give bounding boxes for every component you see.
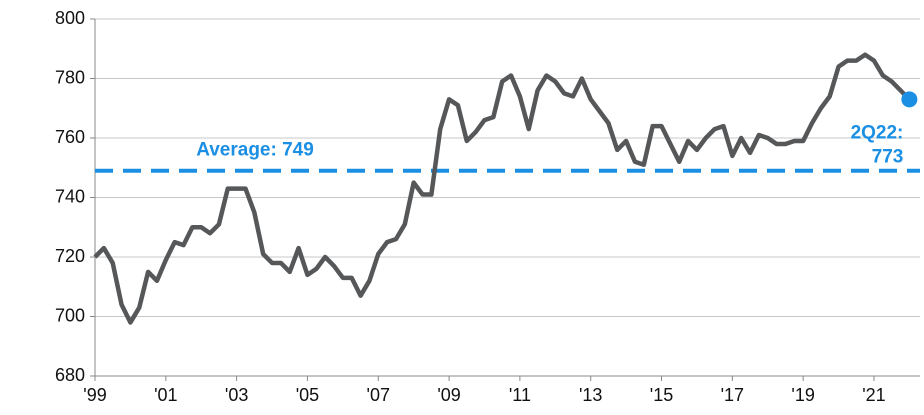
y-tick-label: 700 [55,305,85,325]
x-tick-label: '07 [367,385,390,405]
y-tick-label: 800 [55,8,85,28]
line-series [93,52,911,325]
last-point-label: 773 [872,146,904,167]
x-tick-label: '11 [509,385,531,405]
x-tick-label: '05 [296,385,319,405]
x-tick-label: '19 [791,385,814,405]
last-point [901,91,918,108]
y-tick-label: 720 [55,246,85,266]
y-tick-label: 780 [55,67,85,87]
y-tick-label: 760 [55,127,85,147]
x-tick-label: '09 [437,385,460,405]
x-tick-label: '15 [650,385,673,405]
last-point-label: 2Q22: [851,122,904,143]
x-tick-label: '13 [579,385,602,405]
x-tick-label: '21 [862,385,885,405]
x-tick-label: '01 [154,385,177,405]
average-label: Average: 749 [196,140,314,161]
y-tick-label: 680 [55,365,85,385]
x-tick-label: '03 [225,385,248,405]
x-tick-label: '17 [721,385,744,405]
x-tick-label: '99 [83,385,106,405]
y-tick-label: 740 [55,186,85,206]
